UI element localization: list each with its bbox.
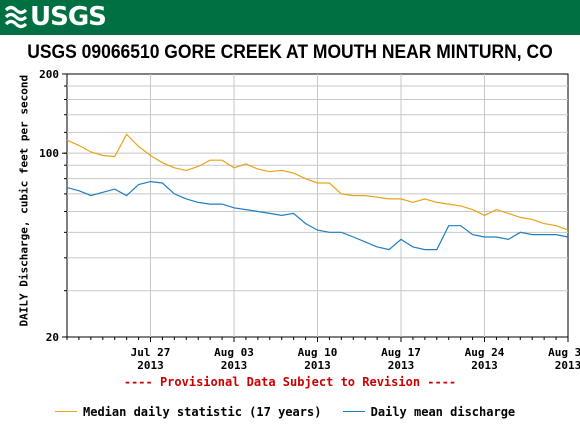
legend-label-daily-mean: Daily mean discharge <box>370 404 516 419</box>
chart-title: USGS 09066510 GORE CREEK AT MOUTH NEAR M… <box>27 42 553 63</box>
usgs-banner: USGS <box>0 0 580 35</box>
x-tick-label: Aug 10 <box>298 346 338 359</box>
x-tick-year-label: 2013 <box>304 359 331 372</box>
usgs-wave-icon <box>4 5 28 29</box>
legend: Median daily statistic (17 years) Daily … <box>55 401 529 419</box>
series-line-median <box>66 133 569 231</box>
legend-swatch-daily-mean <box>342 411 365 412</box>
series-line-daily-mean <box>66 180 569 251</box>
legend-item-daily-mean: Daily mean discharge <box>342 404 516 419</box>
x-tick-label: Aug 17 <box>381 346 421 359</box>
legend-item-median: Median daily statistic (17 years) <box>55 405 321 419</box>
x-tick-label: Aug 24 <box>465 346 505 359</box>
series-layer <box>66 133 569 251</box>
y-axis-label: DAILY Discharge, cubic feet per second <box>17 74 31 327</box>
x-tick-year-label: 2013 <box>137 359 164 372</box>
x-tick-year-label: 2013 <box>555 359 580 372</box>
y-tick-label: 20 <box>46 331 59 344</box>
x-tick-year-label: 2013 <box>221 359 248 372</box>
x-tick-year-label: 2013 <box>471 359 498 372</box>
x-tick-year-label: 2013 <box>388 359 415 372</box>
legend-label-median: Median daily statistic (17 years) <box>83 404 322 419</box>
x-tick-label: Aug 03 <box>214 346 254 359</box>
y-tick-label: 200 <box>39 68 59 81</box>
y-tick-label: 100 <box>39 147 59 160</box>
grid-lines <box>67 74 568 337</box>
legend-swatch-median <box>55 411 77 412</box>
provisional-notice: ---- Provisional Data Subject to Revisio… <box>123 375 457 389</box>
usgs-logo-text: USGS <box>30 2 107 32</box>
x-tick-label: Jul 27 <box>131 346 171 359</box>
x-tick-label: Aug 31 <box>548 346 580 359</box>
